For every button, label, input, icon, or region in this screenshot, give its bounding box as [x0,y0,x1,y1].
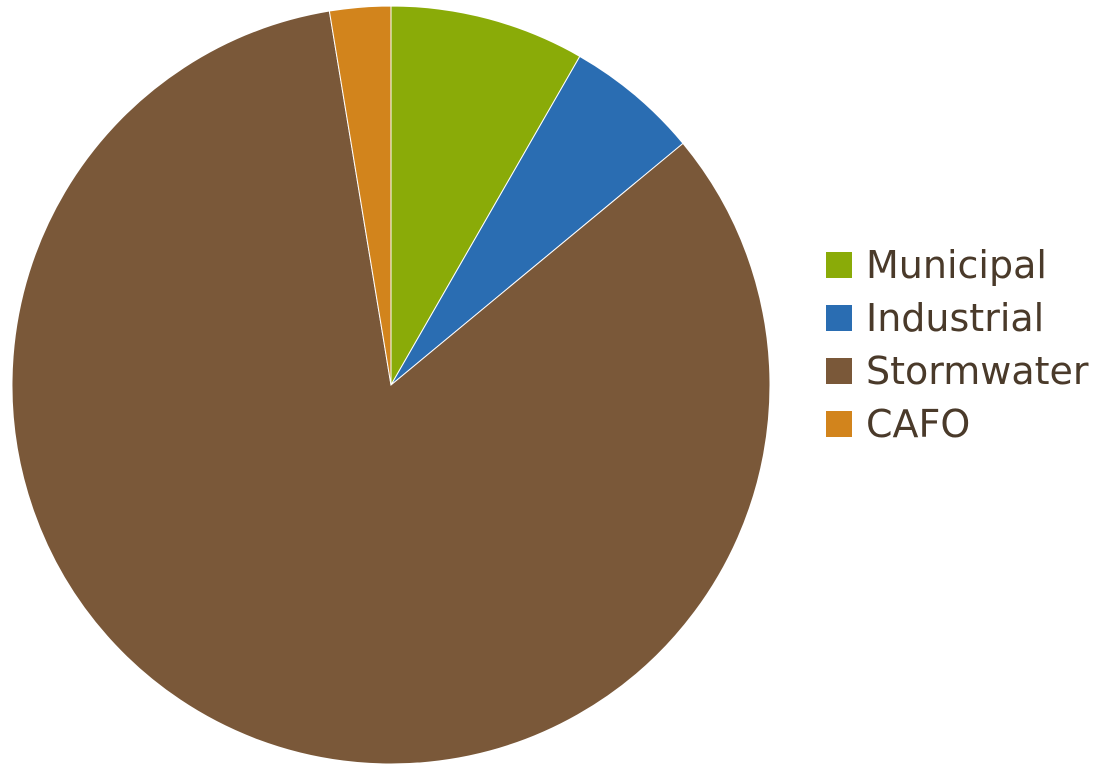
legend-label-municipal: Municipal [866,242,1047,287]
legend-item-industrial: Industrial [826,291,1089,344]
legend-swatch-stormwater [826,357,852,384]
legend: Municipal Industrial Stormwater CAFO [826,238,1089,450]
legend-item-cafo: CAFO [826,397,1089,450]
pie-slice-cafo [328,5,392,386]
legend-label-industrial: Industrial [866,295,1045,340]
legend-swatch-cafo [826,410,852,437]
legend-item-municipal: Municipal [826,238,1089,291]
pie-slice-stormwater [11,10,771,764]
legend-swatch-municipal [826,251,852,278]
legend-swatch-industrial [826,304,852,331]
pie-slice-municipal [390,5,581,387]
legend-item-stormwater: Stormwater [826,344,1089,397]
legend-label-cafo: CAFO [866,401,971,446]
legend-label-stormwater: Stormwater [866,348,1089,393]
pie-slice-industrial [390,55,684,386]
